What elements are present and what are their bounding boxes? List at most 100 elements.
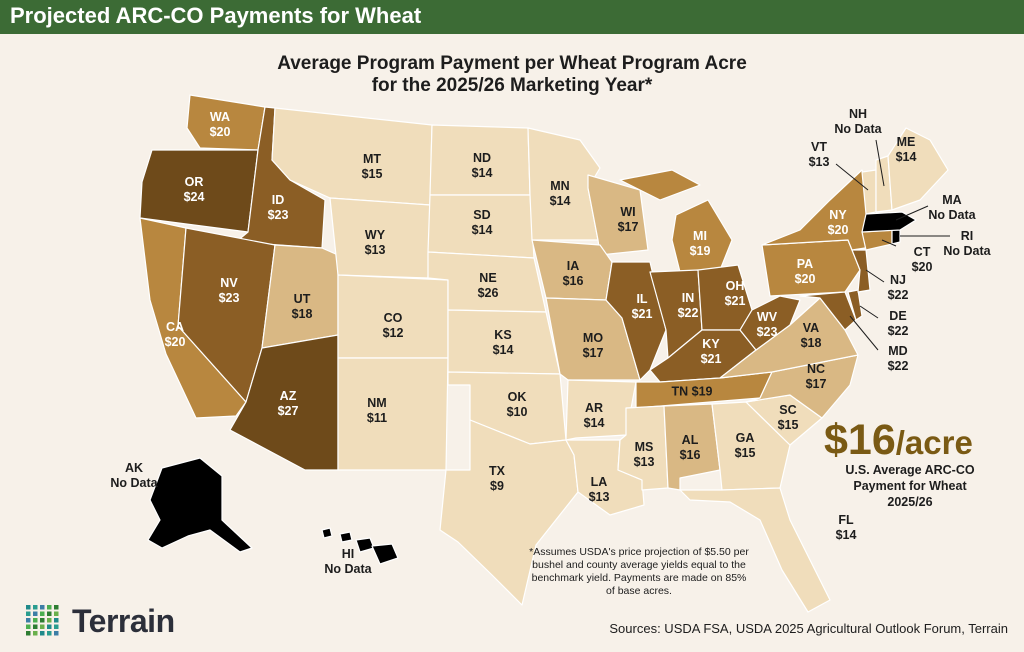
logo-dot — [47, 611, 52, 616]
state-shape-mi-up — [619, 169, 701, 201]
state-label-in: IN $22 — [677, 291, 699, 320]
state-label-az: AZ $27 — [277, 389, 299, 418]
logo-dot — [33, 611, 38, 616]
state-label-nc: NC $17 — [805, 362, 827, 391]
map-subtitle: Average Program Payment per Wheat Progra… — [0, 53, 1024, 97]
state-label-ia: IA $16 — [562, 259, 584, 288]
leader-line-vt — [835, 163, 869, 191]
state-shape-de — [847, 289, 863, 321]
state-label-pa: PA $20 — [794, 257, 816, 286]
leader-line-ct — [881, 239, 897, 247]
caption-line-2: Payment for Wheat — [853, 479, 967, 493]
state-label-nj: NJ $22 — [887, 273, 909, 302]
logo-dot — [40, 618, 45, 623]
footnote: *Assumes USDA's price projection of $5.5… — [529, 546, 749, 597]
state-label-tn: TN $19 — [671, 384, 713, 399]
state-label-hi: HI No Data — [324, 547, 372, 576]
state-shape-ri — [891, 229, 901, 245]
state-label-ok: OK $10 — [506, 390, 528, 419]
state-label-ri: RI No Data — [943, 229, 991, 258]
leader-line-ma — [895, 205, 929, 221]
state-label-ga: GA $15 — [734, 431, 756, 460]
logo-dot — [47, 618, 52, 623]
state-shape-ct — [861, 229, 893, 251]
logo-dot — [54, 611, 59, 616]
logo-dot — [33, 624, 38, 629]
leader-line-de — [859, 305, 879, 319]
state-label-la: LA $13 — [588, 475, 610, 504]
subtitle-line-1: Average Program Payment per Wheat Progra… — [277, 53, 747, 74]
logo-dot — [33, 605, 38, 610]
state-label-mo: MO $17 — [582, 331, 604, 360]
state-label-al: AL $16 — [679, 433, 701, 462]
state-label-nm: NM $11 — [366, 396, 388, 425]
state-label-ct: CT $20 — [911, 245, 933, 274]
state-label-de: DE $22 — [887, 309, 909, 338]
state-label-wy: WY $13 — [364, 228, 386, 257]
title-banner: Projected ARC-CO Payments for Wheat — [0, 0, 1024, 34]
state-label-nd: ND $14 — [471, 151, 493, 180]
state-shape-ak — [147, 457, 253, 553]
logo-dot — [47, 605, 52, 610]
state-label-oh: OH $21 — [724, 279, 746, 308]
state-label-ne: NE $26 — [477, 271, 499, 300]
state-shape-va — [719, 297, 859, 379]
state-label-mt: MT $15 — [361, 152, 383, 181]
logo-dot — [54, 631, 59, 636]
logo-dot — [40, 631, 45, 636]
logo-dot — [40, 611, 45, 616]
logo-dot — [47, 624, 52, 629]
source-line: Sources: USDA FSA, USDA 2025 Agricultura… — [609, 621, 1008, 636]
caption-line-1: U.S. Average ARC-CO — [845, 463, 975, 477]
state-label-fl: FL $14 — [835, 513, 857, 542]
state-shape-wa — [186, 94, 266, 151]
state-shape-nm — [337, 357, 449, 471]
state-label-id: ID $23 — [267, 193, 289, 222]
terrain-logo-icon — [26, 605, 59, 636]
state-shape-wv — [739, 295, 801, 351]
leader-line-nh — [875, 139, 885, 187]
state-label-ny: NY $20 — [827, 208, 849, 237]
logo-dot — [40, 624, 45, 629]
state-label-md: MD $22 — [887, 344, 909, 373]
logo-dot — [26, 631, 31, 636]
state-shape-ar — [565, 379, 637, 441]
state-label-co: CO $12 — [382, 311, 404, 340]
state-label-wv: WV $23 — [756, 310, 778, 339]
leader-line-nj — [865, 269, 885, 283]
state-shape-or — [139, 149, 259, 233]
state-shape-md — [799, 291, 857, 331]
state-label-va: VA $18 — [800, 321, 822, 350]
logo-dot — [54, 624, 59, 629]
logo-dot — [54, 605, 59, 610]
state-label-me: ME $14 — [895, 135, 917, 164]
state-shape-fl — [679, 487, 831, 613]
state-label-tx: TX $9 — [489, 464, 505, 493]
state-shape-hi-4 — [371, 543, 399, 565]
state-label-il: IL $21 — [631, 292, 653, 321]
state-label-wa: WA $20 — [209, 110, 231, 139]
state-label-sc: SC $15 — [777, 403, 799, 432]
logo-dot — [47, 631, 52, 636]
logo-dot — [26, 624, 31, 629]
state-label-mn: MN $14 — [549, 179, 571, 208]
state-label-mi: MI $19 — [689, 229, 711, 258]
logo-dot — [33, 631, 38, 636]
logo-dot — [26, 605, 31, 610]
state-label-ks: KS $14 — [492, 328, 514, 357]
state-shape-nj — [851, 249, 871, 293]
state-label-ky: KY $21 — [700, 337, 722, 366]
state-shape-hi-1 — [321, 527, 333, 539]
state-label-ms: MS $13 — [633, 440, 655, 469]
terrain-logo-text: Terrain — [72, 603, 175, 639]
state-label-ak: AK No Data — [110, 461, 158, 490]
logo-dot — [26, 618, 31, 623]
logo-dot — [40, 605, 45, 610]
state-label-ca: CA $20 — [164, 320, 186, 349]
leader-line-md — [849, 315, 879, 351]
state-label-sd: SD $14 — [471, 208, 493, 237]
state-label-ar: AR $14 — [583, 401, 605, 430]
logo-dot — [26, 611, 31, 616]
caption-line-3: 2025/26 — [887, 495, 933, 509]
